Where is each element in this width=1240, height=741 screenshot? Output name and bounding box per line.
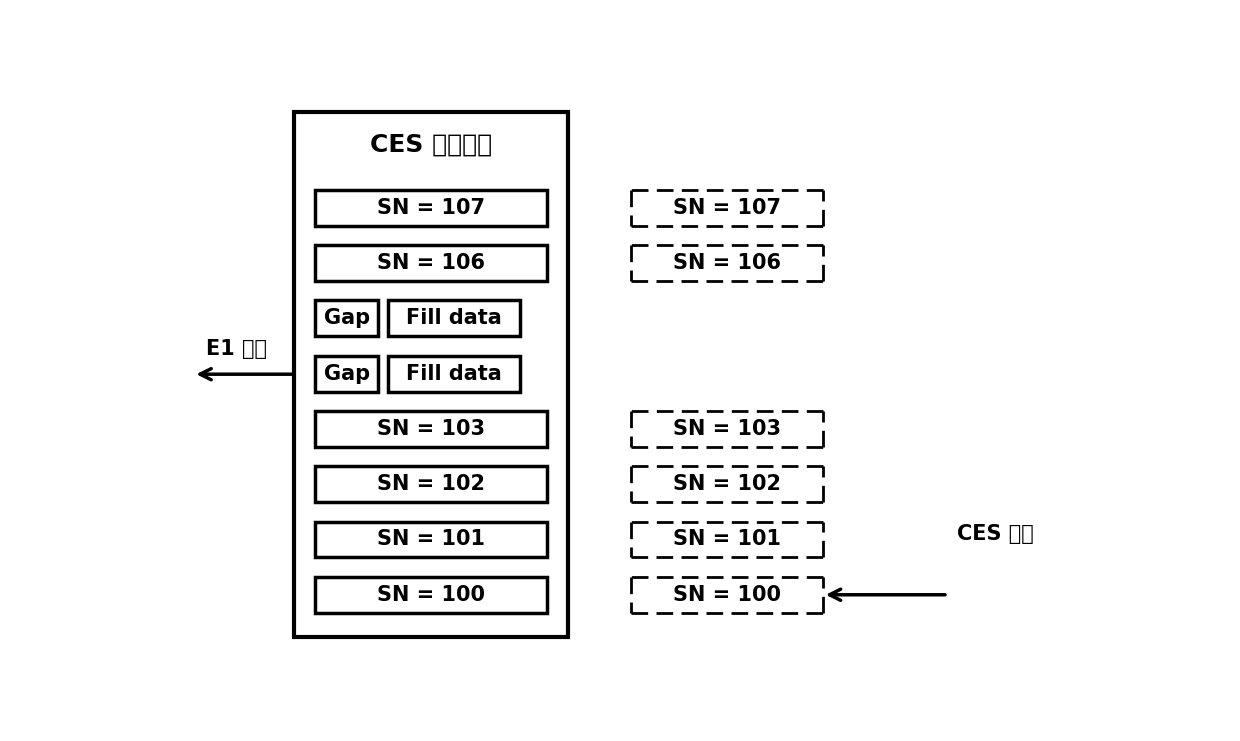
Text: Gap: Gap (324, 364, 370, 384)
Text: SN = 103: SN = 103 (673, 419, 781, 439)
Bar (315, 466, 547, 502)
Text: SN = 102: SN = 102 (377, 474, 485, 494)
Text: SN = 101: SN = 101 (673, 530, 781, 550)
Bar (294, 112, 568, 637)
Text: Gap: Gap (324, 308, 370, 328)
Text: CES 报文: CES 报文 (957, 524, 1034, 544)
Text: SN = 100: SN = 100 (673, 585, 781, 605)
Text: E1 电路: E1 电路 (206, 339, 267, 359)
Text: SN = 107: SN = 107 (377, 198, 485, 218)
Bar (388, 300, 520, 336)
Text: SN = 101: SN = 101 (377, 530, 485, 550)
Bar (315, 190, 547, 226)
Text: SN = 100: SN = 100 (377, 585, 485, 605)
Bar (315, 411, 547, 447)
Bar (315, 245, 547, 281)
Text: SN = 102: SN = 102 (673, 474, 781, 494)
Bar (315, 522, 547, 557)
Text: Fill data: Fill data (405, 308, 501, 328)
Text: SN = 106: SN = 106 (377, 253, 485, 273)
Bar (388, 356, 520, 392)
Bar (315, 356, 378, 392)
Text: SN = 107: SN = 107 (673, 198, 781, 218)
Text: SN = 106: SN = 106 (673, 253, 781, 273)
Text: CES 报文缓存: CES 报文缓存 (371, 133, 492, 157)
Text: SN = 103: SN = 103 (377, 419, 485, 439)
Text: Fill data: Fill data (405, 364, 501, 384)
Bar (315, 300, 378, 336)
Bar (315, 576, 547, 613)
